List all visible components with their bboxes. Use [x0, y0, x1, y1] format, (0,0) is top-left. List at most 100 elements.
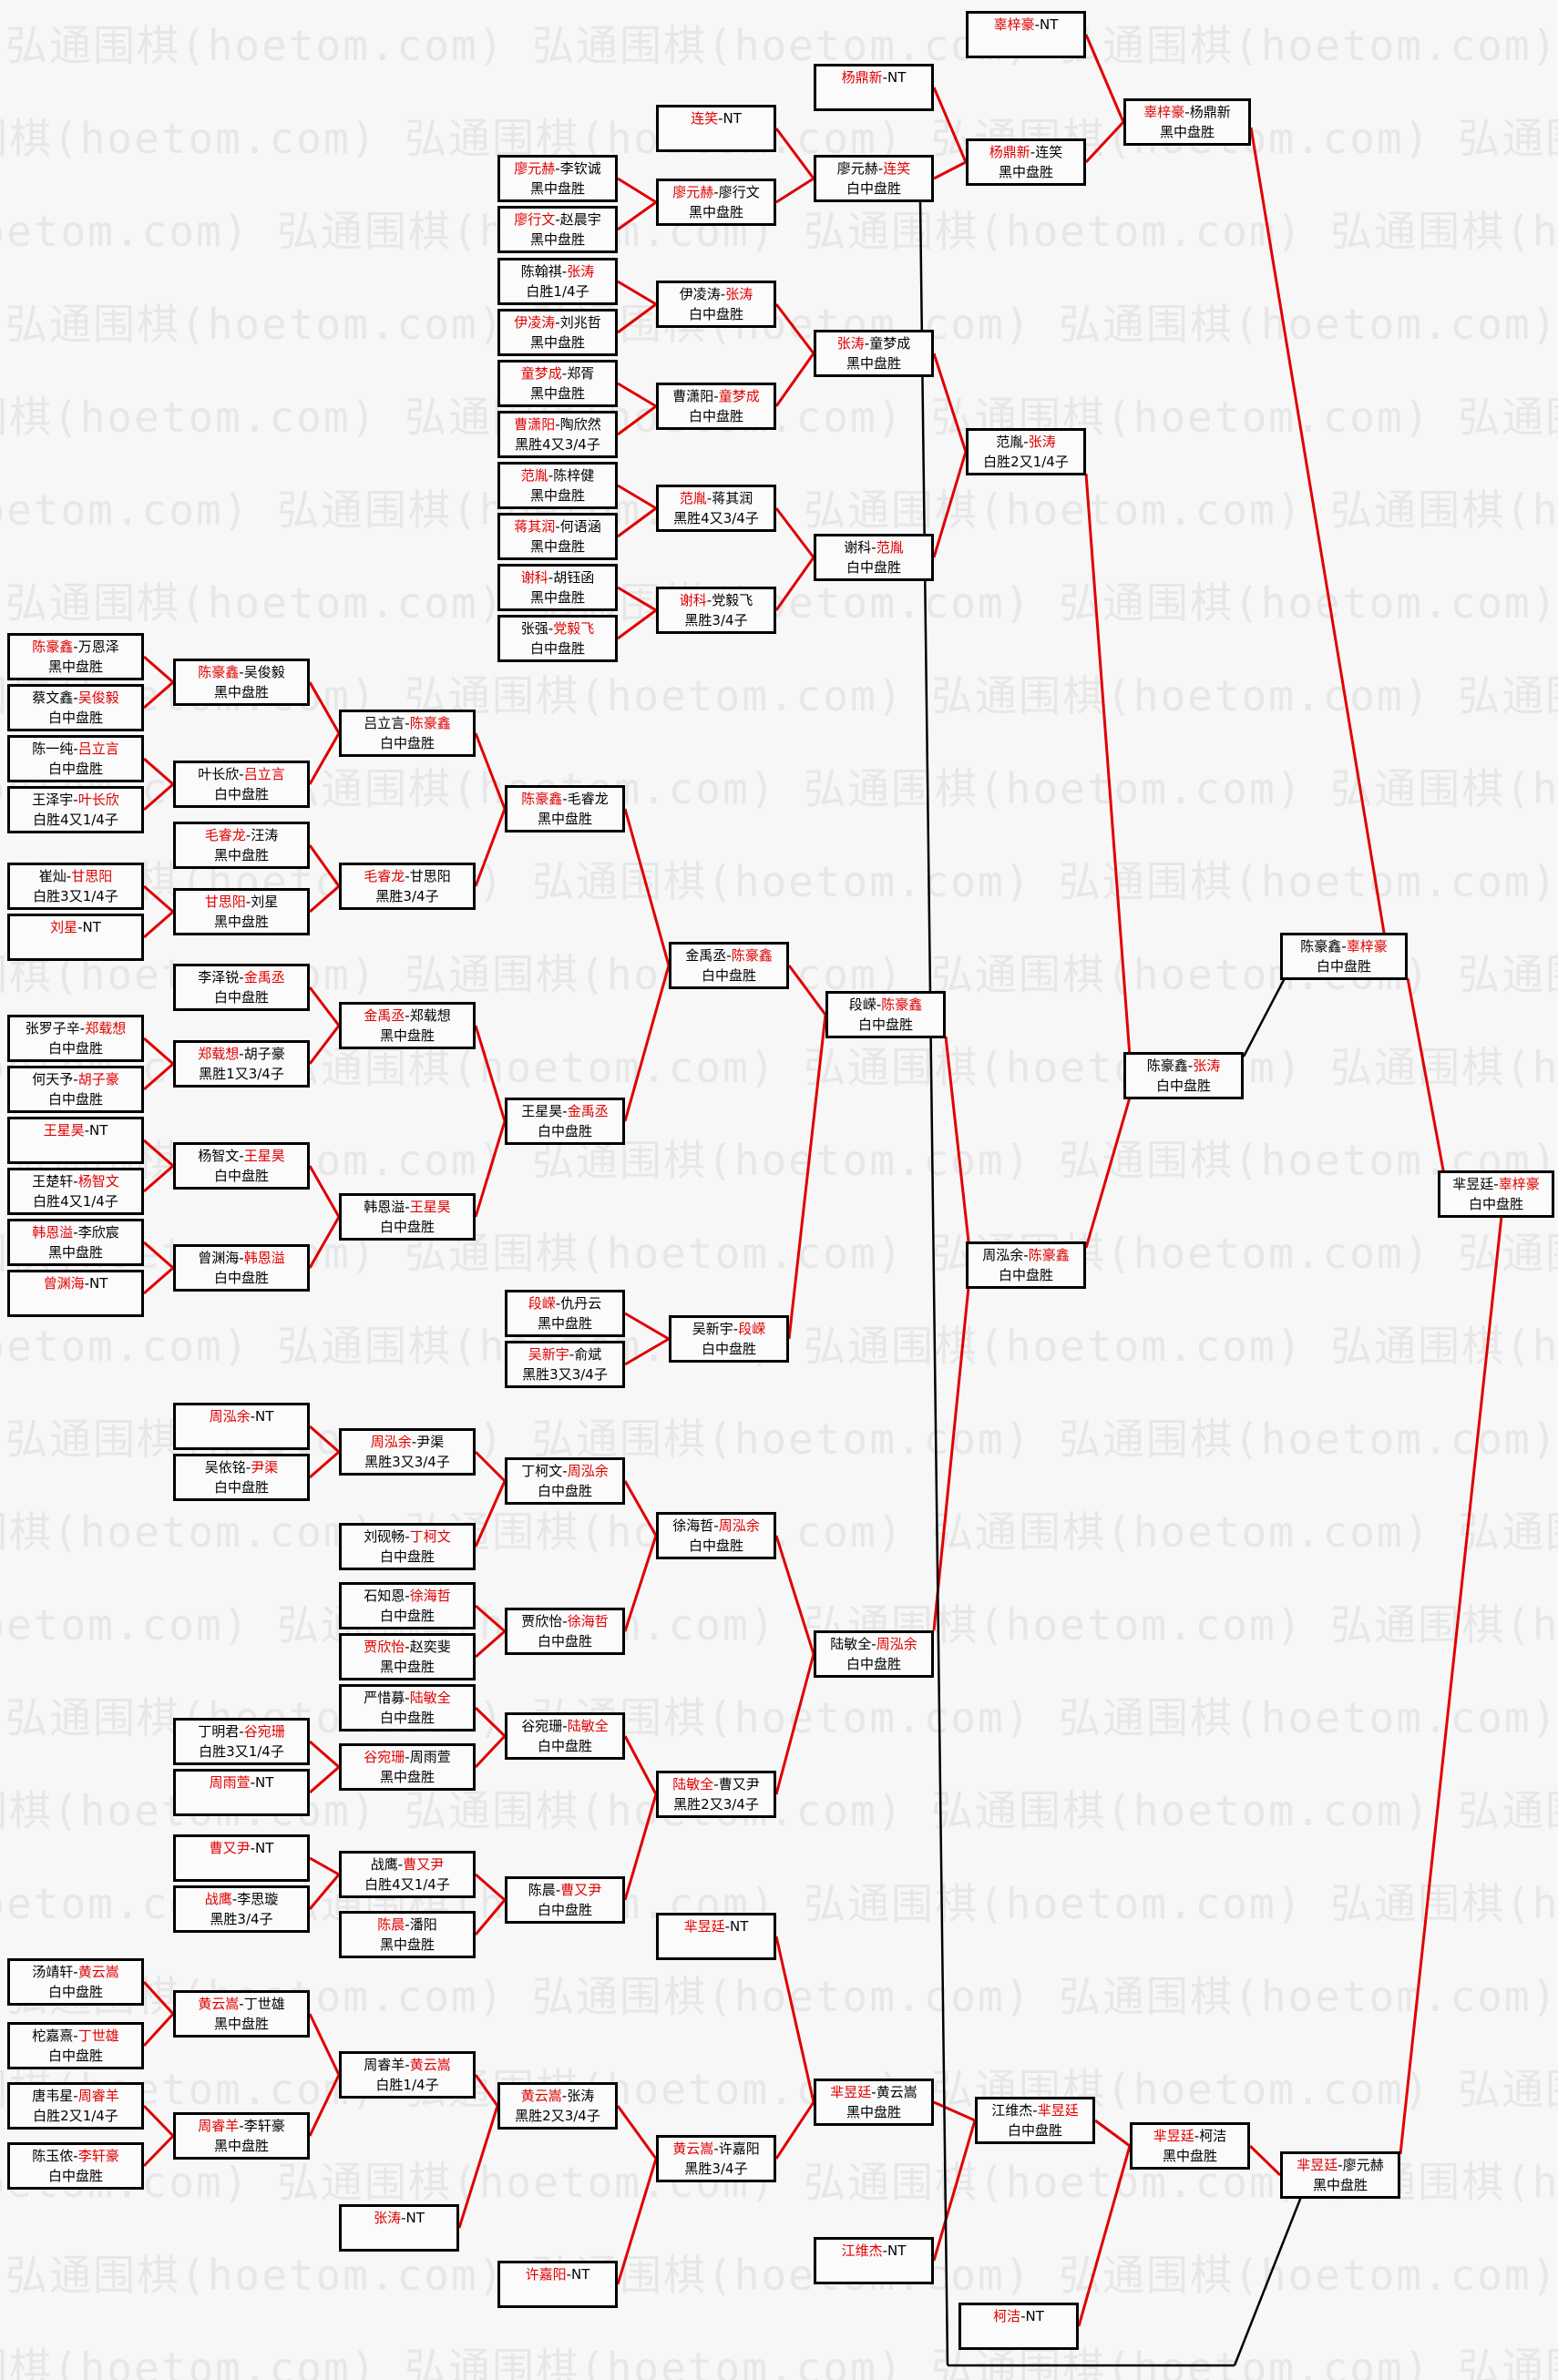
player2-name: 党毅飞 [712, 592, 753, 608]
player2-name: 黄云嵩 [409, 2057, 451, 2073]
vs-hyphen: - [548, 569, 554, 586]
match-box-T6: 廖元赫-连笑 白中盘胜 [814, 155, 934, 202]
match-result: 白中盘胜 [379, 735, 435, 751]
winner-line-M17-M18 [308, 1025, 341, 1065]
winner-line-Z3-Z5 [474, 1450, 507, 1483]
player1-name: 贾欣怡 [521, 1613, 563, 1629]
match-box-Z18: 陈晨-潘阳 黑中盘胜 [339, 1911, 476, 1958]
vs-hyphen: - [73, 1173, 78, 1190]
winner-line-G9-G11 [616, 2105, 658, 2160]
match-result: 黑胜4又3/4子 [515, 436, 600, 453]
match-box-T11: 伊凌涛-刘兆哲 黑中盘胜 [497, 309, 618, 356]
player2-name: 廖行文 [718, 184, 760, 200]
vs-hyphen: - [73, 638, 78, 655]
player1-name: 陈晨 [528, 1882, 556, 1898]
player1-name: 曹又尹 [209, 1840, 251, 1856]
match-box-Z6: 石知恩-徐海哲 白中盘胜 [339, 1582, 476, 1629]
match-result: 白中盘胜 [213, 989, 269, 1006]
vs-hyphen: - [73, 689, 78, 706]
vs-hyphen: - [713, 1517, 719, 1534]
player1-name: 丁柯文 [521, 1463, 563, 1479]
watermark-text: 弘通围棋(hoetom.com) 弘通围棋(hoetom.com) 弘通围棋(h… [0, 207, 1558, 256]
winner-line-M23-M24 [143, 1266, 174, 1295]
player1-name: 廖元赫 [514, 160, 556, 177]
match-result: 白中盘胜 [1468, 1196, 1523, 1212]
player2-name: NT [730, 1918, 749, 1935]
match-result: 白中盘胜 [47, 761, 103, 777]
winner-line-G5-G6 [142, 2134, 175, 2168]
match-result: 白中盘胜 [688, 408, 743, 424]
vs-hyphen: - [245, 827, 251, 843]
player1-name: 吕立言 [364, 715, 405, 731]
vs-hyphen: - [871, 1636, 876, 1652]
match-result: 黑中盘胜 [1162, 2148, 1217, 2164]
vs-hyphen: - [84, 1275, 90, 1292]
match-result: 黑胜3又3/4子 [364, 1454, 450, 1470]
match-box-T24: 范胤-张涛 白胜2又1/4子 [966, 428, 1086, 475]
player1-name: 伊凌涛 [514, 314, 556, 331]
player2-name: 曹又尹 [560, 1882, 602, 1898]
player2-name: NT [255, 1408, 274, 1425]
match-box-G8: 张涛-NT [339, 2204, 459, 2252]
winner-line-Z1-Z3 [309, 1425, 340, 1454]
player1-name: 郑载想 [198, 1046, 240, 1062]
player2-name: 丁柯文 [409, 1528, 451, 1545]
vs-hyphen: - [706, 490, 712, 506]
match-result: 白中盘胜 [47, 2048, 103, 2064]
player2-name: 廖元赫 [1342, 2157, 1384, 2173]
player1-name: 谢科 [844, 539, 872, 556]
match-box-M22: 韩恩溢-李欣宸 黑中盘胜 [7, 1219, 144, 1266]
match-result: 黑胜3又3/4子 [522, 1366, 608, 1383]
vs-hyphen: - [733, 1321, 739, 1337]
player1-name: 曾渊海 [43, 1275, 85, 1292]
winner-line-Z5-Z9 [623, 1480, 658, 1537]
vs-hyphen: - [239, 664, 244, 680]
vs-hyphen: - [405, 868, 410, 884]
vs-hyphen: - [562, 1463, 568, 1479]
winner-line-T12-T16 [774, 303, 815, 354]
player1-name: 杨鼎新 [841, 69, 883, 86]
player2-name: 曹又尹 [718, 1776, 760, 1793]
player1-name: 辜梓豪 [993, 16, 1035, 33]
player1-name: 杨鼎新 [989, 144, 1030, 160]
winner-line-M2-M3 [143, 680, 174, 710]
match-result: 白胜1/4子 [526, 283, 589, 300]
player1-name: 谷宛珊 [521, 1718, 563, 1734]
vs-hyphen: - [724, 1918, 731, 1935]
player2-name: 张涛 [1028, 434, 1056, 450]
match-result: 黑胜1又3/4子 [199, 1066, 284, 1082]
player1-name: 陈豪鑫 [198, 664, 240, 680]
player1-name: 周泓余 [982, 1247, 1024, 1263]
match-box-T5: 杨鼎新-连笑 黑中盘胜 [966, 138, 1086, 186]
match-box-Z16: 战鹰-李思璇 黑胜3/4子 [173, 1885, 310, 1933]
winner-line-M31-M28 [787, 1014, 827, 1340]
player1-name: 陆敏全 [672, 1776, 714, 1793]
match-result: 白中盘胜 [688, 306, 743, 322]
winner-line-Z2-Z3 [309, 1450, 340, 1479]
zhangtao-to-chenhaoxin-zhangtao [1084, 473, 1132, 1057]
player1-name: 曾渊海 [198, 1250, 240, 1266]
vs-hyphen: - [231, 1891, 238, 1907]
player1-name: 陈豪鑫 [521, 791, 563, 807]
winner-line-M6-M7 [308, 732, 341, 785]
player2-name: 丁世雄 [243, 1996, 285, 2012]
player2-name: 陈梓健 [553, 467, 595, 484]
winner-line-T19-T23 [774, 507, 815, 558]
player1-name: 伊凌涛 [679, 286, 721, 302]
match-box-Z7: 贾欣怡-赵奕斐 黑中盘胜 [339, 1633, 476, 1680]
player2-name: 吴俊毅 [243, 664, 285, 680]
match-result: 黑中盘胜 [213, 914, 269, 930]
match-box-M17: 郑载想-胡子豪 黑胜1又3/4子 [173, 1040, 310, 1088]
player2-name: 许嘉阳 [718, 2140, 760, 2157]
winner-line-T21-T22 [617, 608, 657, 640]
player1-name: 段嵘 [848, 996, 876, 1013]
player2-name: 李轩豪 [243, 2118, 285, 2134]
player1-name: 周雨萱 [209, 1774, 251, 1791]
player1-name: 周睿羊 [364, 2057, 405, 2073]
vs-hyphen: - [1020, 2308, 1026, 2324]
watermark-text: 弘通围棋(hoetom.com) 弘通围棋(hoetom.com) 弘通围棋(h… [5, 2251, 1558, 2300]
vs-hyphen: - [876, 996, 882, 1013]
winner-line-M27-M28 [787, 965, 827, 1016]
match-result: 白中盘胜 [846, 180, 901, 197]
